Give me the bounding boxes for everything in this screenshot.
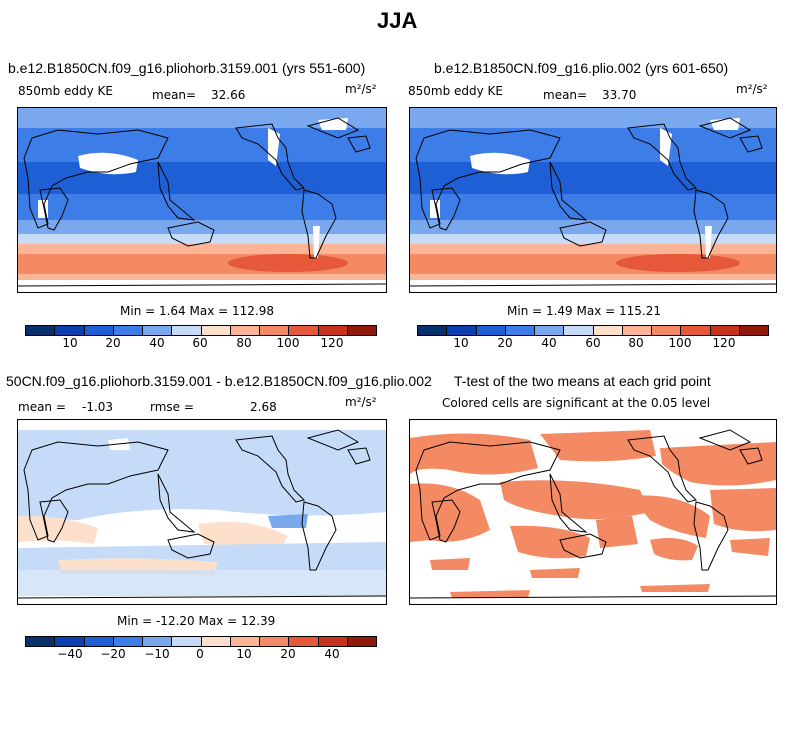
colorbar-swatch [289,326,319,335]
panel-4-subtitle: Colored cells are significant at the 0.0… [442,396,711,410]
colorbar-swatch [143,326,173,335]
colorbar-tick: 10 [62,336,78,350]
panel-3-rmse-label: rmse = [150,400,194,414]
panel-1-title: b.e12.B1850CN.f09_g16.pliohorb.3159.001 … [8,60,366,76]
panel-1-units: m²/s² [345,82,377,96]
colorbar-tick: 0 [196,647,204,661]
colorbar-swatch [739,326,768,335]
colorbar-tick: 60 [585,336,601,350]
panel-1-minmax: Min = 1.64 Max = 112.98 [120,304,274,318]
panel-3-mean-value: -1.03 [82,400,114,414]
colorbar-swatch [622,326,652,335]
colorbar-swatch [26,637,56,646]
colorbar-tick: 100 [668,336,692,350]
colorbar-swatch [505,326,535,335]
colorbar-tick: 80 [628,336,644,350]
colorbar-swatch [347,326,376,335]
panel-1-mean-value: 32.66 [211,88,246,102]
panel-1-mean-label: mean= [152,88,197,102]
colorbar-swatch [201,326,231,335]
panel-4-title: T-test of the two means at each grid poi… [454,373,711,389]
colorbar-swatch [447,326,477,335]
panel-2-mean-label: mean= [543,88,588,102]
colorbar-tick: 40 [149,336,165,350]
panel-3-mean-label: mean = [18,400,66,414]
colorbar-swatch [143,637,173,646]
panel-2-minmax: Min = 1.49 Max = 115.21 [507,304,661,318]
panel-1-variable: 850mb eddy KE [18,84,114,98]
colorbar-swatch [652,326,682,335]
colorbar-swatch [710,326,740,335]
page-title: JJA [377,8,418,33]
colorbar-tick: 10 [453,336,469,350]
panel-3-title: 50CN.f09_g16.pliohorb.3159.001 - b.e12.B… [6,373,432,389]
colorbar-swatch [172,637,202,646]
colorbar-swatch [201,637,231,646]
colorbar-swatch [318,637,348,646]
colorbar-swatch [681,326,711,335]
colorbar-tick: 40 [541,336,557,350]
colorbar-swatch [535,326,565,335]
panel-1-map [17,107,387,293]
colorbar-tick: 80 [236,336,252,350]
colorbar-swatch [347,637,376,646]
panel-4-map [409,419,777,605]
colorbar-swatch [84,326,114,335]
colorbar-swatch [113,637,143,646]
colorbar-swatch [318,326,348,335]
panel-2-map [409,107,777,293]
colorbar-swatch [289,637,319,646]
colorbar-tick: 20 [497,336,513,350]
colorbar-tick: 20 [280,647,296,661]
colorbar-swatch [55,326,85,335]
colorbar-tick: 20 [105,336,121,350]
panel-3-minmax: Min = -12.20 Max = 12.39 [117,614,276,628]
colorbar-swatch [55,637,85,646]
panel-3-colorbar [25,636,377,647]
panel-3-map [17,419,387,605]
colorbar-swatch [26,326,56,335]
colorbar-swatch [476,326,506,335]
colorbar-tick: 60 [192,336,208,350]
colorbar-tick: 120 [320,336,344,350]
colorbar-tick: −20 [100,647,126,661]
colorbar-tick: −40 [57,647,83,661]
colorbar-swatch [230,637,260,646]
colorbar-swatch [564,326,594,335]
colorbar-swatch [260,326,290,335]
panel-1-colorbar [25,325,377,336]
panel-3-rmse-value: 2.68 [250,400,277,414]
colorbar-swatch [84,637,114,646]
panel-2-colorbar [417,325,769,336]
colorbar-swatch [418,326,448,335]
panel-2-units: m²/s² [736,82,768,96]
colorbar-tick: −10 [144,647,170,661]
colorbar-tick: 10 [236,647,252,661]
colorbar-swatch [172,326,202,335]
colorbar-swatch [260,637,290,646]
colorbar-tick: 40 [324,647,340,661]
colorbar-swatch [113,326,143,335]
colorbar-tick: 120 [712,336,736,350]
panel-2-title: b.e12.B1850CN.f09_g16.plio.002 (yrs 601-… [434,60,729,76]
colorbar-tick: 100 [276,336,300,350]
panel-2-mean-value: 33.70 [602,88,637,102]
colorbar-swatch [593,326,623,335]
colorbar-swatch [230,326,260,335]
panel-2-variable: 850mb eddy KE [408,84,504,98]
panel-3-units: m²/s² [345,395,377,409]
